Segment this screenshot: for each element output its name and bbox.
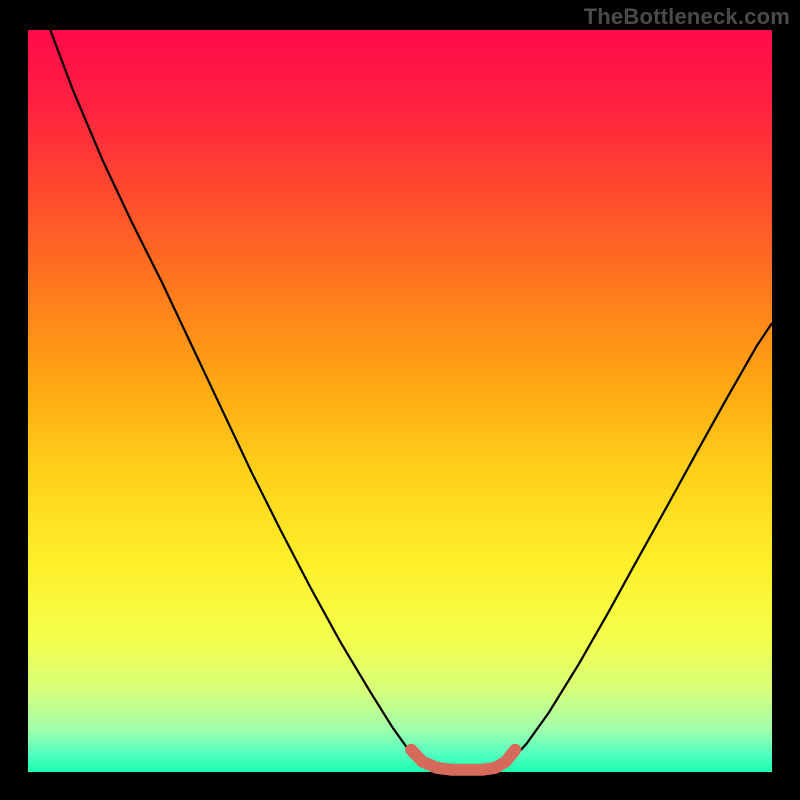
gradient-background [28, 30, 772, 772]
chart-frame: TheBottleneck.com [0, 0, 800, 800]
watermark-text: TheBottleneck.com [584, 4, 790, 30]
bottleneck-curve-plot [0, 0, 800, 800]
